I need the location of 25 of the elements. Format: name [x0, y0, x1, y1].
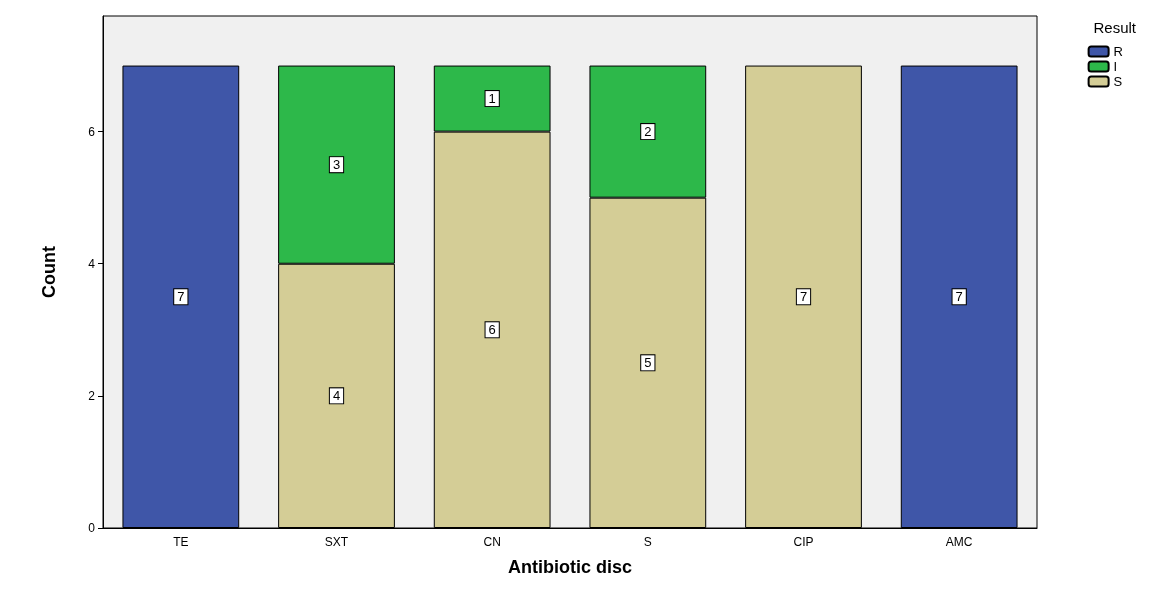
y-tick-label: 6 — [88, 124, 96, 139]
data-label: 2 — [644, 124, 652, 140]
x-tick-label: AMC — [945, 535, 973, 549]
data-label: 1 — [488, 91, 496, 107]
data-label: 6 — [488, 322, 496, 338]
x-axis-title: Antibiotic disc — [507, 557, 633, 577]
legend-label: S — [1113, 74, 1123, 89]
legend-label: I — [1113, 59, 1118, 74]
data-label: 7 — [177, 289, 185, 305]
y-tick-label: 0 — [88, 521, 96, 535]
x-tick-label: S — [643, 535, 652, 549]
y-tick-label: 4 — [88, 256, 96, 271]
x-tick-label: TE — [173, 535, 189, 549]
y-tick-label: 2 — [88, 388, 96, 403]
data-label: 5 — [644, 355, 652, 371]
data-label: 4 — [332, 388, 341, 404]
data-label: 7 — [955, 289, 963, 305]
y-axis-title: Count — [39, 246, 59, 298]
x-tick-label: SXT — [324, 535, 349, 549]
x-tick-label: CN — [483, 535, 501, 549]
x-tick-label: CIP — [793, 535, 814, 549]
data-label: 7 — [799, 289, 808, 305]
legend-title: Result — [1093, 19, 1137, 36]
legend-label: R — [1113, 44, 1123, 59]
data-label: 3 — [332, 157, 341, 173]
